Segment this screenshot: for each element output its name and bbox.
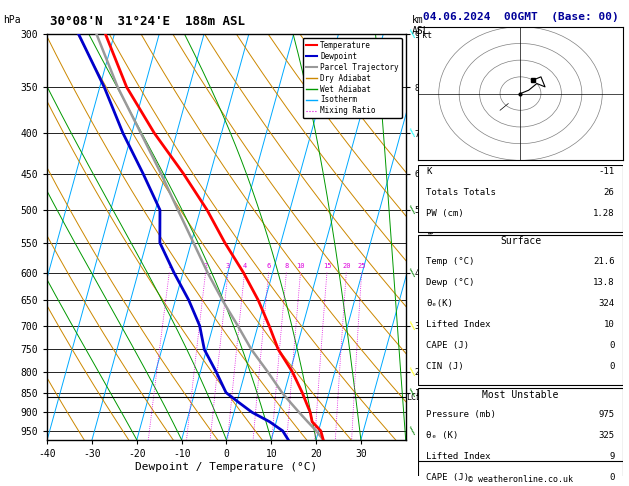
Text: CIN (J): CIN (J) xyxy=(426,363,464,371)
Text: /: / xyxy=(409,367,418,377)
Text: /: / xyxy=(409,388,418,398)
Text: 8: 8 xyxy=(284,262,289,269)
Text: Dewp (°C): Dewp (°C) xyxy=(426,278,475,287)
Text: /: / xyxy=(409,321,418,330)
Text: 324: 324 xyxy=(598,299,615,308)
Bar xyxy=(418,165,623,232)
Text: km
ASL: km ASL xyxy=(412,15,430,36)
Legend: Temperature, Dewpoint, Parcel Trajectory, Dry Adiabat, Wet Adiabat, Isotherm, Mi: Temperature, Dewpoint, Parcel Trajectory… xyxy=(303,38,402,119)
Text: 10: 10 xyxy=(296,262,304,269)
Bar xyxy=(418,235,623,385)
Text: Temp (°C): Temp (°C) xyxy=(426,257,475,266)
Text: CAPE (J): CAPE (J) xyxy=(426,341,469,350)
Text: θₑ (K): θₑ (K) xyxy=(426,431,459,440)
Text: 21.6: 21.6 xyxy=(593,257,615,266)
Text: θₑ(K): θₑ(K) xyxy=(426,299,454,308)
Text: 9: 9 xyxy=(609,452,615,461)
Text: /: / xyxy=(409,426,418,436)
Bar xyxy=(418,461,623,486)
Text: 0: 0 xyxy=(609,473,615,483)
Text: Totals Totals: Totals Totals xyxy=(426,188,496,197)
Text: Surface: Surface xyxy=(500,237,541,246)
X-axis label: Dewpoint / Temperature (°C): Dewpoint / Temperature (°C) xyxy=(135,462,318,471)
Text: -11: -11 xyxy=(598,167,615,176)
Text: /: / xyxy=(409,205,418,215)
Text: 1.28: 1.28 xyxy=(593,209,615,218)
Text: 10: 10 xyxy=(604,320,615,329)
Text: PW (cm): PW (cm) xyxy=(426,209,464,218)
Text: 13.8: 13.8 xyxy=(593,278,615,287)
Text: 20: 20 xyxy=(342,262,350,269)
Text: 0: 0 xyxy=(609,341,615,350)
Text: CAPE (J): CAPE (J) xyxy=(426,473,469,483)
Y-axis label: Mixing Ratio (g/kg): Mixing Ratio (g/kg) xyxy=(425,190,433,284)
Text: 1: 1 xyxy=(167,262,171,269)
Text: 4: 4 xyxy=(242,262,247,269)
Text: 25: 25 xyxy=(357,262,366,269)
Text: /: / xyxy=(409,29,418,39)
Text: K: K xyxy=(426,167,432,176)
Text: hPa: hPa xyxy=(3,15,21,25)
Text: 2: 2 xyxy=(203,262,208,269)
Text: Pressure (mb): Pressure (mb) xyxy=(426,410,496,419)
Text: Lifted Index: Lifted Index xyxy=(426,320,491,329)
Text: 0: 0 xyxy=(609,363,615,371)
Text: 30°08'N  31°24'E  188m ASL: 30°08'N 31°24'E 188m ASL xyxy=(50,15,245,28)
Bar xyxy=(418,388,623,486)
Text: 15: 15 xyxy=(323,262,331,269)
Text: 325: 325 xyxy=(598,431,615,440)
Text: 04.06.2024  00GMT  (Base: 00): 04.06.2024 00GMT (Base: 00) xyxy=(423,12,618,22)
Text: /: / xyxy=(409,128,418,138)
Text: 6: 6 xyxy=(267,262,270,269)
Text: © weatheronline.co.uk: © weatheronline.co.uk xyxy=(468,474,573,484)
Text: Most Unstable: Most Unstable xyxy=(482,390,559,400)
Text: 3: 3 xyxy=(226,262,230,269)
Text: 975: 975 xyxy=(598,410,615,419)
Text: Lifted Index: Lifted Index xyxy=(426,452,491,461)
Text: LCL: LCL xyxy=(406,393,421,402)
Text: kt: kt xyxy=(423,31,432,40)
Text: /: / xyxy=(409,268,418,278)
Text: 26: 26 xyxy=(604,188,615,197)
